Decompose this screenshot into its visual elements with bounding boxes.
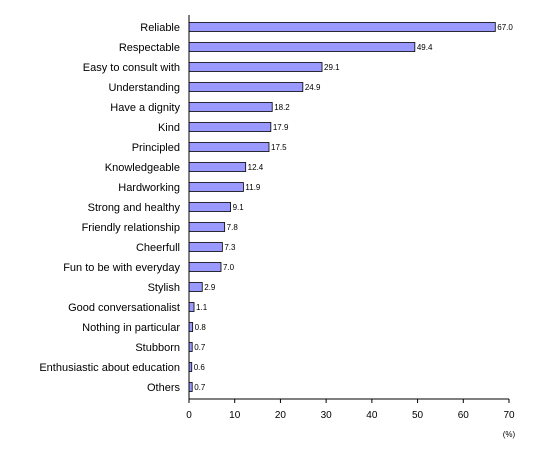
category-label: Reliable xyxy=(140,22,180,34)
category-label: Cheerfull xyxy=(136,242,180,254)
bar xyxy=(188,22,496,32)
category-label: Good conversationalist xyxy=(68,302,180,314)
value-label: 17.9 xyxy=(273,123,289,132)
value-label: 1.1 xyxy=(196,303,208,312)
x-axis-unit-label: (%) xyxy=(503,430,516,439)
bar xyxy=(188,62,323,72)
category-label: Kind xyxy=(158,122,180,134)
bar xyxy=(188,122,272,132)
x-tick-label: 30 xyxy=(321,410,333,421)
value-label: 0.6 xyxy=(194,363,206,372)
value-label: 7.8 xyxy=(227,223,239,232)
category-label: Easy to consult with xyxy=(83,62,180,74)
x-ticks-group: 0 10 20 30 40 50 60 70 xyxy=(186,399,515,421)
value-label: 29.1 xyxy=(324,63,340,72)
bar xyxy=(188,242,223,252)
x-tick-label: 10 xyxy=(229,410,241,421)
category-label: Respectable xyxy=(119,42,180,54)
value-label: 24.9 xyxy=(305,83,321,92)
value-label: 0.7 xyxy=(194,383,206,392)
category-labels-group: Reliable Respectable Easy to consult with U… xyxy=(39,22,180,394)
category-label: Others xyxy=(147,382,181,394)
bar xyxy=(188,202,231,212)
category-label: Strong and healthy xyxy=(88,202,181,214)
value-label: 12.4 xyxy=(248,163,264,172)
category-label: Enthusiastic about education xyxy=(39,362,180,374)
value-label: 17.5 xyxy=(271,143,287,152)
value-label: 2.9 xyxy=(204,283,216,292)
category-label: Understanding xyxy=(108,82,180,94)
category-label: Hardworking xyxy=(118,182,180,194)
category-label: Nothing in particular xyxy=(82,322,180,334)
x-tick-label: 60 xyxy=(458,410,470,421)
category-label: Principled xyxy=(132,142,180,154)
category-label: Fun to be with everyday xyxy=(63,262,180,274)
value-label: 67.0 xyxy=(497,23,513,32)
value-label: 7.0 xyxy=(223,263,235,272)
bar xyxy=(188,282,203,292)
category-label: Knowledgeable xyxy=(105,162,180,174)
value-label: 49.4 xyxy=(417,43,433,52)
bar xyxy=(188,102,273,112)
bar xyxy=(188,182,244,192)
value-labels-group: 67.0 49.4 29.1 24.9 18.2 17.9 17.5 12.4 11.9 9.1 7… xyxy=(194,23,514,392)
category-label: Stylish xyxy=(148,282,180,294)
category-label: Have a dignity xyxy=(110,102,180,114)
x-tick-label: 20 xyxy=(275,410,287,421)
bar xyxy=(188,302,195,312)
category-label: Friendly relationship xyxy=(82,222,180,234)
value-label: 9.1 xyxy=(233,203,245,212)
bar xyxy=(188,322,194,332)
bar xyxy=(188,42,416,52)
bar xyxy=(188,262,222,272)
bar xyxy=(188,222,226,232)
x-tick-label: 70 xyxy=(503,410,515,421)
value-label: 7.3 xyxy=(224,243,236,252)
value-label: 11.9 xyxy=(245,183,261,192)
x-tick-label: 50 xyxy=(412,410,424,421)
bar xyxy=(188,82,304,92)
value-label: 0.8 xyxy=(195,323,207,332)
bars-group xyxy=(188,22,496,392)
bar xyxy=(188,142,270,152)
x-tick-label: 0 xyxy=(186,410,192,421)
bar xyxy=(188,162,247,172)
category-label: Stubborn xyxy=(135,342,180,354)
x-tick-label: 40 xyxy=(366,410,378,421)
value-label: 0.7 xyxy=(194,343,206,352)
value-label: 18.2 xyxy=(274,103,290,112)
